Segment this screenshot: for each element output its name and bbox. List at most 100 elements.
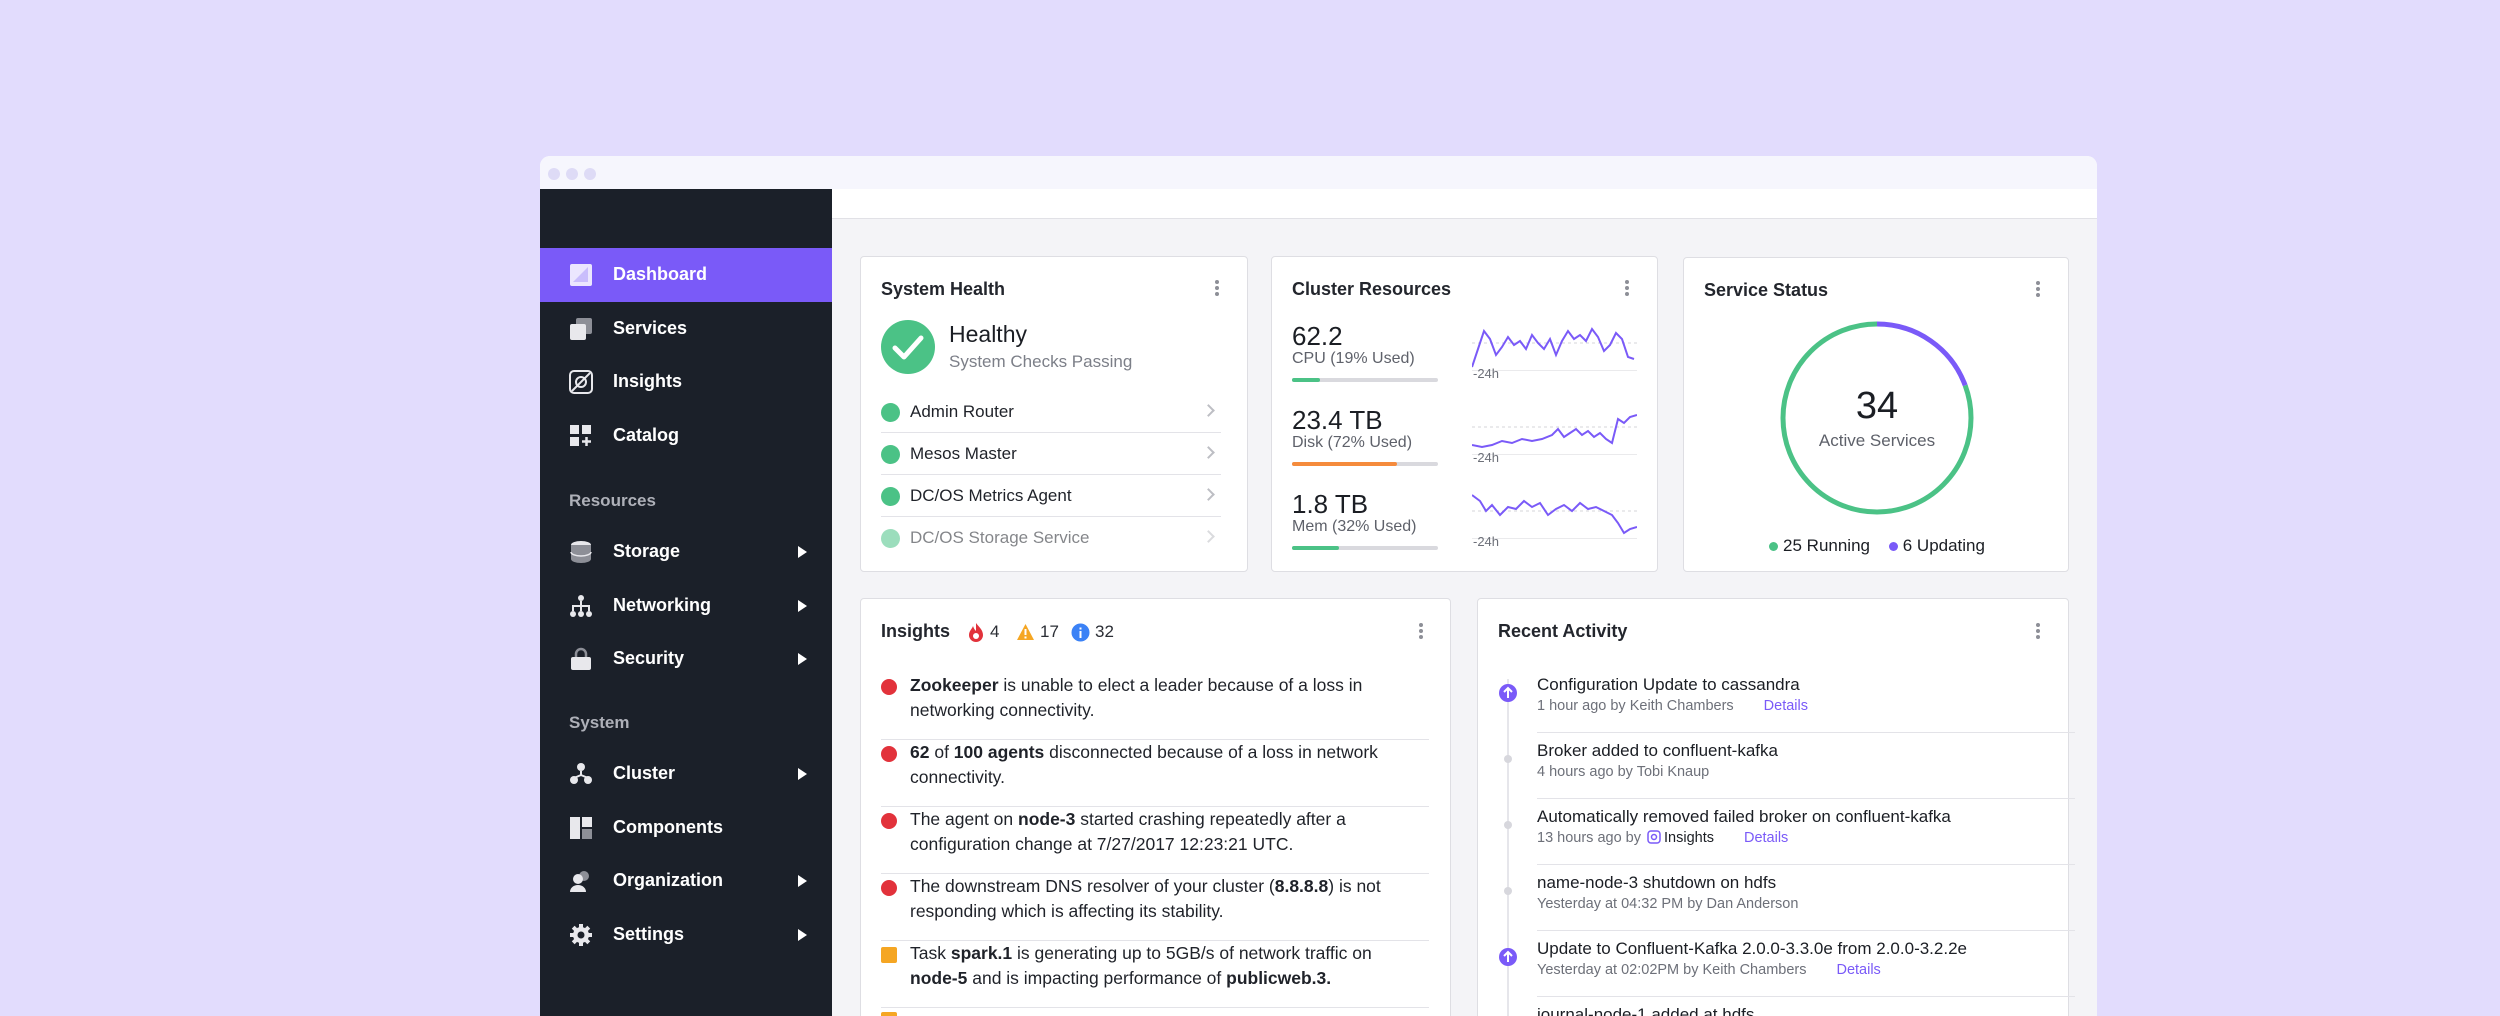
chevron-right-icon (1202, 488, 1215, 501)
app-window: Dashboard Services Insights Catalog Reso… (540, 156, 2097, 1016)
cpu-usage-fill (1292, 378, 1320, 382)
more-options-icon[interactable] (1625, 280, 1629, 296)
window-zoom-dot[interactable] (584, 168, 596, 180)
sidebar-item-label: Organization (613, 870, 724, 890)
service-status-legend: 25 Running 6 Updating (1684, 536, 2070, 556)
mem-range-label: -24h (1473, 534, 1500, 549)
expand-caret-icon[interactable] (798, 875, 807, 887)
insights-card: Insights 4 17 32 Zookeeper is unable to … (860, 598, 1451, 1016)
check-circle-icon (881, 487, 900, 506)
updating-label: 6 Updating (1902, 536, 1985, 555)
activity-row[interactable]: Automatically removed failed broker on c… (1537, 799, 2075, 865)
insight-text: Task spark.1 is generating up to 5GB/s o… (910, 943, 1372, 988)
services-icon (570, 318, 592, 340)
sidebar-item-cluster[interactable]: Cluster (540, 747, 832, 801)
sidebar-item-label: Networking (613, 595, 712, 615)
health-check-row[interactable]: DC/OS Metrics Agent (881, 475, 1221, 517)
insight-row[interactable]: Task spark.1 is generating up to 5GB/s o… (881, 941, 1429, 1008)
activity-row[interactable]: Update to Confluent-Kafka 2.0.0-3.3.0e f… (1537, 931, 2075, 997)
sidebar-item-label: Services (613, 318, 688, 338)
more-options-icon[interactable] (1419, 623, 1423, 639)
health-check-row[interactable]: Admin Router (881, 391, 1221, 433)
cpu-value: 62.2 (1292, 321, 1343, 351)
expand-caret-icon[interactable] (798, 768, 807, 780)
warning-triangle-icon (881, 947, 897, 963)
cpu-usage-bar (1292, 378, 1438, 382)
update-arrow-icon (1499, 948, 1517, 966)
window-minimize-dot[interactable] (566, 168, 578, 180)
sidebar-item-components[interactable]: Components (540, 801, 832, 855)
components-icon (570, 817, 592, 839)
card-title: Cluster Resources (1292, 279, 1452, 299)
activity-meta: 4 hours ago by Tobi Knaup (1537, 764, 1709, 780)
sidebar-item-label: Dashboard (613, 264, 708, 284)
window-close-dot[interactable] (548, 168, 560, 180)
more-options-icon[interactable] (2036, 281, 2040, 297)
disk-value: 23.4 TB (1292, 405, 1383, 435)
top-bar (832, 189, 2097, 219)
activity-meta: Yesterday at 02:02PM by Keith Chambers De… (1537, 962, 1881, 978)
mem-usage-bar (1292, 546, 1438, 550)
insights-badge: Insights (1647, 830, 1714, 846)
activity-title: Broker added to confluent-kafka (1537, 741, 1778, 760)
sidebar-section-resources: Resources (569, 491, 656, 510)
warning-triangle-icon (1017, 624, 1034, 640)
sidebar-item-dashboard[interactable]: Dashboard (540, 248, 832, 302)
insight-row[interactable]: The agent on node-3 started crashing rep… (881, 807, 1429, 874)
insight-row-clipped (881, 1006, 1429, 1016)
details-link[interactable]: Details (1743, 830, 1789, 846)
chevron-right-icon (1202, 446, 1215, 459)
sidebar-item-services[interactable]: Services (540, 302, 832, 356)
activity-meta: 1 hour ago by Keith Chambers Details (1537, 698, 1808, 714)
active-services-count: 34 (1855, 385, 1899, 427)
insight-text: The agent on node-3 started crashing rep… (910, 809, 1346, 854)
expand-caret-icon[interactable] (798, 929, 807, 941)
details-link[interactable]: Details (1836, 962, 1881, 978)
sidebar-item-settings[interactable]: Settings (540, 908, 832, 962)
sidebar-item-label: Storage (613, 541, 681, 561)
system-health-card: System Health Healthy System Checks Pass… (860, 256, 1248, 572)
insight-text: 62 of 100 agents disconnected because of… (910, 742, 1378, 787)
insights-badge-label: Insights (1664, 830, 1714, 846)
more-options-icon[interactable] (2036, 623, 2040, 639)
activity-row[interactable]: Configuration Update to cassandra 1 hour … (1537, 667, 2075, 733)
lock-icon (571, 647, 591, 670)
update-arrow-icon (1499, 684, 1517, 702)
cluster-icon (570, 763, 592, 784)
expand-caret-icon[interactable] (798, 600, 807, 612)
critical-count: 4 (990, 622, 1000, 641)
critical-flame-icon (969, 623, 983, 642)
expand-caret-icon[interactable] (798, 546, 807, 558)
sidebar-item-insights[interactable]: Insights (540, 355, 832, 409)
insight-row[interactable]: 62 of 100 agents disconnected because of… (881, 740, 1429, 807)
health-check-row[interactable]: DC/OS Storage Service (881, 517, 1221, 559)
activity-row[interactable]: Broker added to confluent-kafka 4 hours a… (1537, 733, 2075, 799)
gear-icon (570, 924, 592, 946)
sidebar-item-label: Cluster (613, 763, 676, 783)
disk-usage-fill (1292, 462, 1398, 466)
activity-title: Configuration Update to cassandra (1537, 675, 1800, 694)
health-check-row[interactable]: Mesos Master (881, 433, 1221, 475)
disk-label: Disk (72% Used) (1292, 434, 1413, 451)
insight-row[interactable]: Zookeeper is unable to elect a leader be… (881, 673, 1429, 740)
details-link[interactable]: Details (1763, 698, 1808, 714)
disk-usage-bar (1292, 462, 1438, 466)
health-status: Healthy (949, 321, 1027, 347)
running-dot-icon (1769, 542, 1779, 551)
sidebar-item-security[interactable]: Security (540, 632, 832, 686)
activity-meta-text: Yesterday at 02:02PM by Keith Chambers (1537, 962, 1807, 978)
sidebar-item-organization[interactable]: Organization (540, 854, 832, 908)
sidebar-item-networking[interactable]: Networking (540, 579, 832, 633)
cpu-label: CPU (19% Used) (1292, 350, 1415, 367)
activity-row[interactable]: name-node-3 shutdown on hdfs Yesterday at… (1537, 865, 2075, 931)
activity-row[interactable]: journal-node-1 added at hdfs (1537, 997, 2075, 1016)
expand-caret-icon[interactable] (798, 653, 807, 665)
sidebar-item-storage[interactable]: Storage (540, 525, 832, 579)
critical-flame-icon (881, 746, 897, 762)
sidebar-item-catalog[interactable]: Catalog (540, 409, 832, 463)
catalog-icon (570, 425, 591, 446)
chevron-right-icon (1202, 404, 1215, 417)
window-titlebar (540, 156, 2097, 189)
more-options-icon[interactable] (1215, 280, 1219, 296)
insight-row[interactable]: The downstream DNS resolver of your clus… (881, 874, 1429, 941)
